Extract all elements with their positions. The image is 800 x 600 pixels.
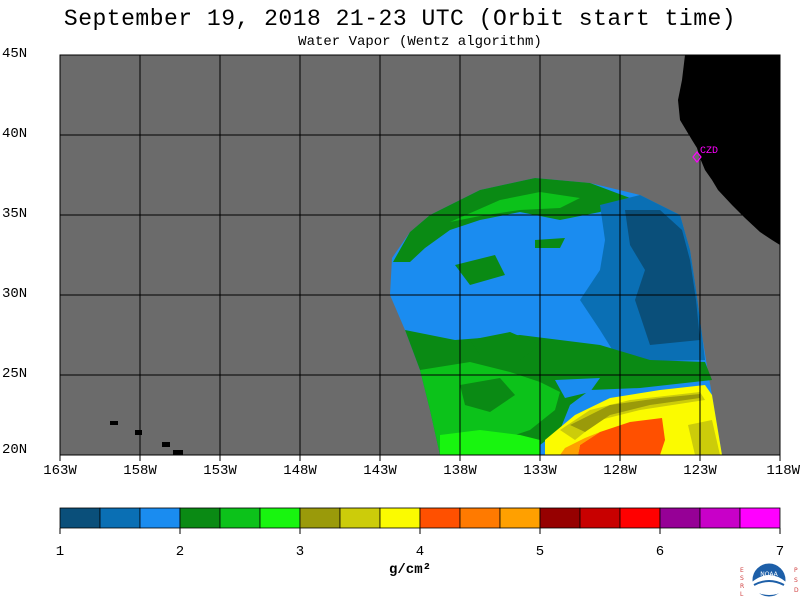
colorbar-swatch: [379, 507, 421, 529]
colorbar-swatch: [339, 507, 381, 529]
hawaii-islands: [110, 421, 183, 455]
noaa-logo: NOAA E S R L P S D: [738, 560, 800, 600]
colorbar-units: g/cm²: [388, 562, 431, 578]
colorbar-swatch: [619, 507, 661, 529]
lon-label-163w: 163W: [43, 463, 77, 479]
colorbar: [59, 507, 781, 529]
lon-label-153w: 153W: [203, 463, 237, 479]
colorbar-tick-1: 1: [55, 544, 65, 560]
lat-label-20n: 20N: [2, 442, 28, 458]
lon-label-143w: 143W: [363, 463, 397, 479]
colorbar-tick-6: 6: [655, 544, 665, 560]
lat-label-40n: 40N: [2, 126, 28, 142]
swath: [390, 178, 722, 455]
logo-letter-l: L: [740, 591, 744, 598]
logo-letter-s: S: [740, 575, 744, 582]
colorbar-tick-2: 2: [175, 544, 185, 560]
colorbar-swatch: [579, 507, 621, 529]
colorbar-swatch: [99, 507, 141, 529]
colorbar-swatch: [179, 507, 221, 529]
colorbar-swatch: [139, 507, 181, 529]
colorbar-swatch: [739, 507, 781, 529]
lon-label-158w: 158W: [123, 463, 157, 479]
colorbar-tick-4: 4: [415, 544, 425, 560]
logo-letter-d: D: [794, 587, 799, 594]
colorbar-swatch: [659, 507, 701, 529]
colorbar-ticks: [59, 528, 781, 534]
lon-label-118w: 118W: [766, 463, 800, 479]
noaa-logo-text: NOAA: [760, 571, 778, 578]
noaa-logo-icon: NOAA E S R L P S D: [740, 562, 799, 598]
colorbar-swatch: [299, 507, 341, 529]
colorbar-swatch: [259, 507, 301, 529]
logo-letter-r: R: [740, 583, 744, 590]
colorbar-swatch: [219, 507, 261, 529]
lon-label-148w: 148W: [283, 463, 317, 479]
colorbar-tick-5: 5: [535, 544, 545, 560]
colorbar-tick-7: 7: [775, 544, 785, 560]
graticule: [60, 55, 780, 455]
logo-letter-p: P: [794, 567, 798, 574]
colorbar-swatch: [419, 507, 461, 529]
colorbar-swatch: [59, 507, 101, 529]
map-title: September 19, 2018 21-23 UTC (Orbit star…: [63, 6, 737, 32]
land-west-coast: [678, 55, 780, 245]
lon-label-133w: 133W: [523, 463, 557, 479]
logo-letter-e: E: [740, 567, 744, 574]
swath-orange: [578, 418, 665, 455]
lon-label-138w: 138W: [443, 463, 477, 479]
lat-label-30n: 30N: [2, 286, 28, 302]
station-label: CZD: [700, 146, 719, 157]
colorbar-swatch: [539, 507, 581, 529]
colorbar-swatch: [459, 507, 501, 529]
colorbar-swatch: [499, 507, 541, 529]
lat-label-25n: 25N: [2, 366, 28, 382]
lon-label-128w: 128W: [603, 463, 637, 479]
map-subtitle: Water Vapor (Wentz algorithm): [298, 34, 542, 50]
lat-label-45n: 45N: [2, 46, 28, 62]
colorbar-swatch: [699, 507, 741, 529]
lon-label-123w: 123W: [683, 463, 717, 479]
colorbar-tick-3: 3: [295, 544, 305, 560]
logo-letter-s2: S: [794, 577, 798, 584]
map-frame: [59, 54, 781, 456]
station-marker: [692, 151, 702, 163]
lat-label-35n: 35N: [2, 206, 28, 222]
